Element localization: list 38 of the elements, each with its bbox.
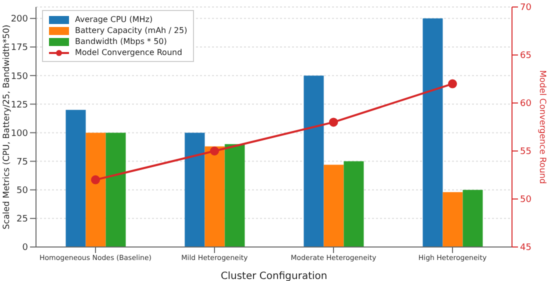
y2-tick-label: 55 — [520, 147, 532, 158]
bar — [442, 192, 463, 247]
y2-axis-title: Model Convergence Round — [536, 70, 547, 184]
bar — [304, 76, 324, 247]
point — [448, 79, 457, 88]
bar — [204, 146, 225, 247]
y-tick-label: 0 — [22, 243, 28, 254]
bar — [66, 110, 86, 247]
y-tick-label: 75 — [16, 157, 28, 168]
bar — [462, 190, 483, 247]
bar — [422, 18, 443, 247]
x-axis-title: Cluster Configuration — [220, 271, 328, 281]
bar — [224, 144, 245, 247]
y-tick-label: 50 — [16, 186, 28, 196]
bar — [324, 164, 344, 247]
point — [210, 146, 219, 156]
bar — [184, 132, 205, 247]
y-tick-label: 175 — [10, 43, 28, 54]
bar — [106, 132, 126, 247]
y-tick-label: 25 — [16, 214, 28, 225]
point — [91, 175, 100, 184]
y2-tick-label: 60 — [520, 99, 532, 110]
y-tick-label: 150 — [10, 72, 28, 82]
legend-label: Bandwidth (Mbps * 50) — [75, 36, 167, 47]
bar — [344, 161, 364, 247]
y2-tick-label: 65 — [520, 51, 532, 62]
legend-label: Model Convergence Round — [75, 47, 182, 58]
bar — [86, 132, 106, 247]
y2-tick-label: 45 — [520, 243, 532, 254]
y-axis-title: Scaled Metrics (CPU, Battery/25, Bandwidth*50) — [2, 24, 12, 230]
y2-tick-label: 70 — [520, 3, 532, 14]
legend-label: Average CPU (MHz) — [75, 14, 153, 25]
y-tick-label: 125 — [10, 100, 28, 110]
legend-label: Battery Capacity (mAh / 25) — [75, 25, 188, 36]
point — [329, 118, 338, 127]
y-tick-label: 200 — [10, 14, 28, 25]
y2-tick-label: 50 — [520, 195, 532, 206]
y-tick-label: 100 — [10, 128, 28, 139]
